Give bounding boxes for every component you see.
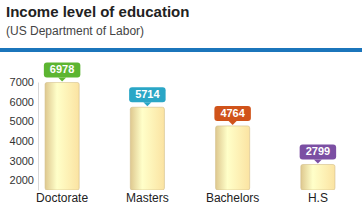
data-label: 5714 — [129, 87, 165, 106]
data-label: 2799 — [300, 144, 336, 163]
data-label-pointer — [143, 102, 151, 106]
y-tick-label: 7000 — [10, 76, 34, 88]
x-tick: Bachelors — [206, 191, 259, 205]
bar — [45, 82, 79, 190]
data-label-text: 4764 — [220, 107, 245, 119]
x-tick: Doctorate — [36, 191, 88, 205]
y-tick: 4000 — [10, 135, 38, 147]
data-label-text: 6978 — [50, 63, 74, 75]
y-tick-label: 4000 — [10, 135, 34, 147]
bar — [130, 107, 164, 190]
x-tick: H.S — [308, 191, 328, 205]
y-tick-label: 2000 — [10, 174, 34, 186]
title: Income level of education — [6, 3, 189, 20]
data-label-pointer — [229, 121, 237, 125]
y-tick: 6000 — [10, 96, 38, 108]
data-label-box — [44, 62, 80, 77]
header-rule — [0, 48, 362, 52]
x-tick-label: H.S — [308, 191, 328, 205]
y-axis: 2000 3000 4000 5000 6000 7000 — [10, 76, 39, 190]
x-tick: Masters — [126, 191, 169, 205]
chart: Income level of education (US Department … — [0, 0, 362, 206]
data-label-box — [214, 106, 250, 121]
bars — [45, 82, 335, 190]
y-tick-label: 6000 — [10, 96, 34, 108]
data-label-pointer — [314, 159, 322, 163]
y-tick: 3000 — [10, 155, 38, 167]
x-tick-label: Bachelors — [206, 191, 259, 205]
data-label-text: 2799 — [306, 145, 330, 157]
y-tick-label: 5000 — [10, 115, 34, 127]
bar — [301, 164, 335, 190]
subtitle: (US Department of Labor) — [6, 24, 144, 38]
data-label: 6978 — [44, 62, 80, 81]
x-tick-label: Doctorate — [36, 191, 88, 205]
x-axis: Doctorate Masters Bachelors H.S — [36, 191, 328, 205]
data-label-box — [129, 87, 165, 102]
data-label: 4764 — [214, 106, 250, 125]
x-tick-label: Masters — [126, 191, 169, 205]
bar — [216, 126, 250, 190]
data-label-text: 5714 — [135, 88, 160, 100]
data-labels: 6978 5714 4764 2799 — [44, 62, 336, 163]
data-label-pointer — [58, 77, 66, 81]
y-axis-line — [38, 83, 39, 191]
data-label-box — [300, 144, 336, 159]
y-tick: 7000 — [10, 76, 38, 88]
y-tick-label: 3000 — [10, 155, 34, 167]
y-tick: 5000 — [10, 115, 38, 127]
y-tick: 2000 — [10, 174, 38, 186]
